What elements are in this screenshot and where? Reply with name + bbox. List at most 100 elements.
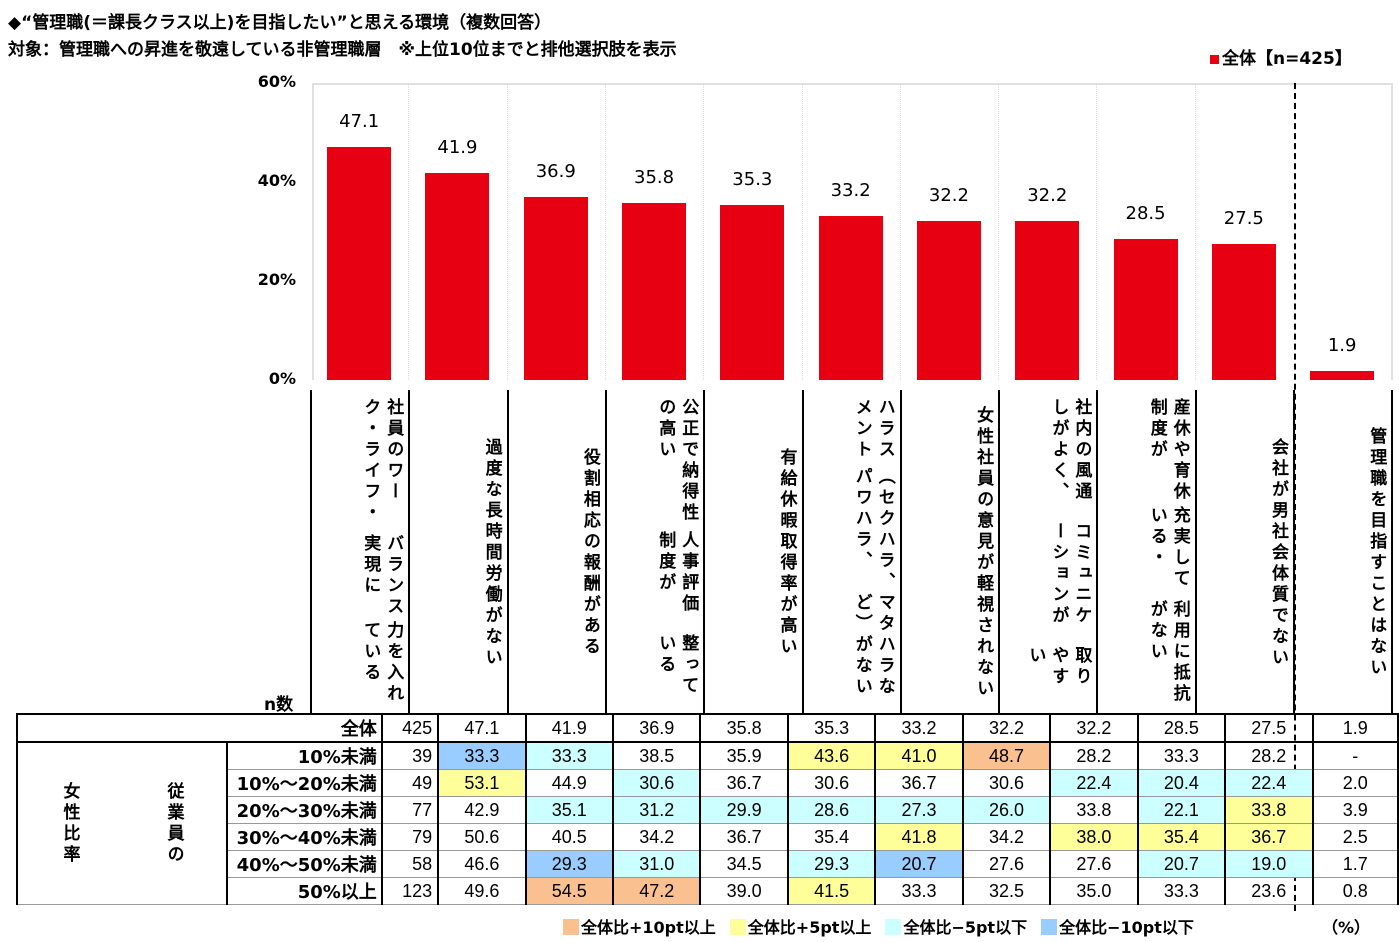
bar [1015,220,1080,380]
table-cell: 20.7 [1136,850,1227,878]
table-cell: 35.9 [699,741,789,770]
y-tick-label: 60% [257,72,296,91]
bar-value-label: 1.9 [1327,334,1357,356]
category-label-line: ハラスメント [851,398,895,461]
bar-value-label: 28.5 [1125,202,1166,224]
category-label-line: マタハラなど）がない [851,593,895,699]
category-label-line: 過度な長時間労働がない [481,437,502,669]
legend-swatch [729,919,746,935]
legend-swatch [885,919,902,935]
table-cell: 46.6 [437,850,527,878]
bar-value-label: 33.2 [830,179,871,201]
category-label-line: 有給休暇取得率が高い [776,448,797,658]
table-cell: 35.1 [524,796,615,824]
table-cell: 27.3 [874,796,964,824]
table-cell: 3.9 [1311,796,1399,824]
bar-value-label: 36.9 [535,161,576,183]
n-count: 39 [380,741,440,770]
category-label-line: 整っている [655,634,699,698]
table-cell: 33.3 [524,741,615,770]
table-cell: 35.4 [1136,823,1227,851]
table-cell: 27.6 [1049,850,1139,878]
table-cell: 28.2 [1049,741,1139,770]
table-cell: 33.8 [1224,796,1314,824]
y-tick-label: 20% [257,270,296,289]
legend-swatch [1210,54,1219,64]
table-cell: 36.7 [699,769,789,797]
bar [523,197,588,380]
row-label: 10%〜20%未満 [226,769,383,797]
table-cell: 38.0 [1049,823,1139,851]
n-count: 49 [380,769,440,797]
table-cell: 23.6 [1224,877,1314,905]
bar [327,146,392,380]
category-gridline [408,83,410,380]
table-cell: 34.2 [611,823,702,851]
table-cell: 1.7 [1311,850,1399,878]
highlight-legend-item: 全体比+5pt以上 [729,914,871,938]
category-divider [310,390,312,713]
table-cell: 54.5 [524,877,615,905]
table-cell: 22.1 [1136,796,1227,824]
category-label: 管理職を目指すことはない [1297,398,1387,708]
category-label: 女性社員の意見が 軽視されない [904,398,994,708]
legend-label: 全体比+10pt以上 [581,918,716,937]
table-cell: 29.3 [786,850,877,878]
highlight-legend-item: 全体比−5pt以下 [885,914,1027,938]
category-label-line: 公正で納得性の高い [655,398,699,524]
table-cell: 33.3 [874,877,964,905]
category-divider [801,390,804,713]
table-cell: 32.2 [1049,713,1139,743]
category-divider [998,390,1001,713]
table-cell: 41.5 [786,877,877,905]
table-cell: 35.4 [786,823,877,851]
n-count: 123 [380,877,440,905]
table-cell: 33.2 [874,713,964,743]
category-label-line: （セクハラ、パワハラ、 [851,466,895,593]
table-cell: 40.5 [524,823,615,851]
bar-value-label: 32.2 [928,184,969,206]
bar [1310,370,1375,380]
category-label-line: 利用に抵抗がない [1146,600,1190,706]
highlight-legend-item: 全体比−10pt以下 [1041,914,1194,938]
category-gridline [506,83,508,380]
category-divider [506,390,509,713]
legend-swatch [563,919,579,935]
row-label: 全体 [16,713,383,743]
table-cell: 47.1 [437,713,527,743]
n-count: 79 [380,823,440,851]
highlight-legend-item: 全体比+10pt以上 [563,914,716,938]
category-label: 役割相応の報酬がある [511,398,601,708]
table-cell: 20.4 [1136,769,1227,797]
bar-value-label: 27.5 [1223,207,1264,229]
category-label-line: バランス実現に [360,534,404,619]
row-label: 10%未満 [226,741,383,770]
category-label-line: 社内の風通しがよく、 [1048,398,1092,503]
category-divider [604,390,607,713]
table-cell: 42.9 [437,796,527,824]
category-gridline [1096,83,1098,380]
table-cell: - [1311,741,1399,770]
table-cell: 53.1 [437,769,527,797]
table-cell: 29.9 [699,796,789,824]
category-gridline [899,83,901,380]
table-cell: 32.5 [961,877,1052,905]
group-label-outer: 女性比率 [16,741,122,905]
table-cell: 28.6 [786,796,877,824]
table-row-total: 全体 425 47.1 41.9 36.9 35.8 35.3 33.2 32.2 32.2 28.… [16,713,1399,743]
legend-label: 全体比−10pt以下 [1059,918,1194,937]
category-divider [1096,390,1099,713]
category-label: 会社が男社会体質でない [1199,398,1289,708]
y-tick-label: 0% [268,369,296,388]
table-cell: 30.6 [961,769,1052,797]
highlight-legend: 全体比+10pt以上 全体比+5pt以上 全体比−5pt以下 全体比−10pt以下 [563,914,1194,938]
table-cell: 38.5 [611,741,702,770]
table-cell: 36.7 [699,823,789,851]
table-cell: 36.9 [611,713,702,743]
table-cell: 29.3 [524,850,615,878]
category-label-line: 役割相応の報酬がある [579,448,600,658]
category-label-line: 充実している・ [1146,505,1190,590]
category-gridline [703,83,705,380]
table-cell: 44.9 [524,769,615,797]
bar [1211,243,1276,380]
